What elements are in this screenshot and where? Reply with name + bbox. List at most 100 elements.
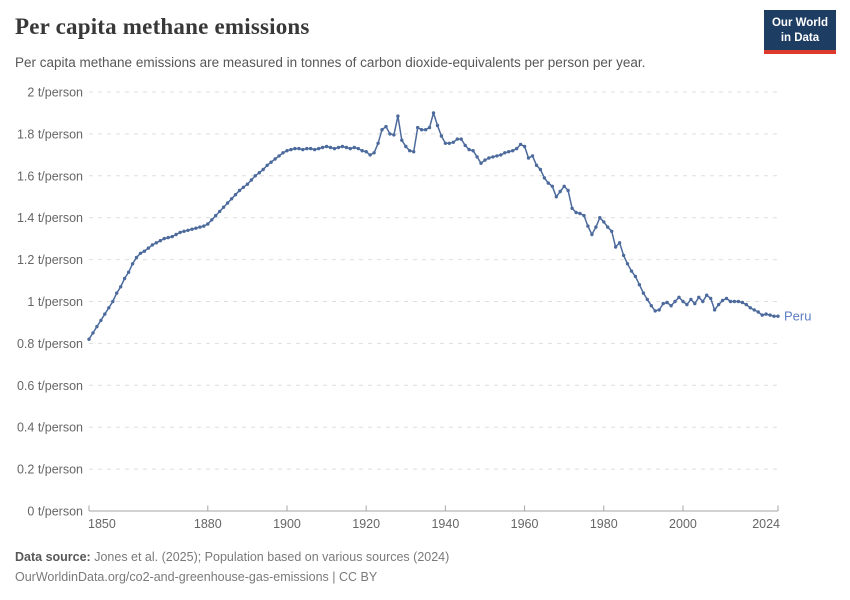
y-tick-label: 1.8 t/person xyxy=(17,127,83,141)
y-tick-label: 0.2 t/person xyxy=(17,463,83,477)
x-tick-label: 1900 xyxy=(273,517,301,531)
owid-logo-line2: in Data xyxy=(780,31,820,44)
data-point xyxy=(245,182,250,186)
chart-svg: 0 t/person 0.2 t/person 0.4 t/person 0.6 t/… xyxy=(17,86,811,532)
data-point xyxy=(289,147,293,152)
data-point xyxy=(384,124,388,129)
data-point xyxy=(685,302,689,307)
data-point xyxy=(574,210,578,215)
y-tick-label: 2 t/person xyxy=(27,86,83,100)
data-point xyxy=(467,147,471,152)
data-point xyxy=(221,205,226,209)
data-point xyxy=(162,236,166,241)
x-tick-label: 2024 xyxy=(752,517,780,531)
data-point xyxy=(130,262,135,266)
data-point xyxy=(621,253,626,258)
data-point xyxy=(550,184,554,188)
data-point xyxy=(728,299,733,304)
series-end-label: Peru xyxy=(784,309,811,324)
data-source-line: Data source: Jones et al. (2025); Popula… xyxy=(15,547,449,567)
data-point xyxy=(328,145,333,150)
data-point xyxy=(705,293,709,297)
y-tick-label: 0.4 t/person xyxy=(17,421,83,435)
data-point xyxy=(233,193,238,197)
data-point xyxy=(756,310,760,314)
data-point xyxy=(277,154,281,158)
data-point xyxy=(313,147,317,152)
data-point xyxy=(625,262,630,266)
data-point xyxy=(641,291,646,295)
data-point xyxy=(376,141,380,145)
data-point xyxy=(186,228,190,232)
data-point xyxy=(633,274,638,279)
data-point xyxy=(566,188,570,193)
data-point xyxy=(657,308,661,312)
data-point xyxy=(736,299,741,304)
data-point xyxy=(752,308,756,312)
data-point xyxy=(554,195,558,199)
data-point xyxy=(673,299,677,304)
data-point xyxy=(689,297,693,302)
data-point xyxy=(522,144,527,149)
data-point xyxy=(661,301,665,306)
data-point xyxy=(443,141,448,145)
data-point xyxy=(170,234,174,239)
data-point xyxy=(249,178,254,182)
x-tick-label: 1960 xyxy=(511,517,539,531)
data-point xyxy=(764,312,768,316)
data-point xyxy=(356,146,360,151)
y-tick-label: 0.6 t/person xyxy=(17,379,83,393)
data-point xyxy=(111,299,115,304)
owid-logo[interactable]: Our World in Data xyxy=(763,10,836,54)
data-point xyxy=(372,151,376,155)
x-tick-label: 1920 xyxy=(352,517,380,531)
data-point xyxy=(511,149,515,153)
x-tick-label: 1850 xyxy=(88,517,116,531)
data-point xyxy=(772,314,776,318)
data-point xyxy=(594,225,598,229)
data-point xyxy=(336,145,341,150)
data-point xyxy=(285,149,289,153)
data-point xyxy=(653,309,657,313)
y-tick-label: 1 t/person xyxy=(27,295,83,309)
data-point xyxy=(455,137,459,141)
data-point xyxy=(665,300,669,305)
data-point xyxy=(388,132,392,136)
data-point xyxy=(491,155,495,159)
data-point xyxy=(364,150,368,154)
data-point xyxy=(352,145,356,150)
x-tick-label: 1880 xyxy=(194,517,222,531)
y-tick-label: 0.8 t/person xyxy=(17,337,83,351)
data-point xyxy=(273,157,277,161)
data-point xyxy=(697,295,701,299)
data-point xyxy=(412,150,416,154)
data-point xyxy=(590,232,594,237)
data-point xyxy=(400,138,404,142)
data-point xyxy=(487,156,491,160)
data-point xyxy=(174,232,178,237)
x-tick-label: 2000 xyxy=(669,517,697,531)
data-point xyxy=(305,146,309,151)
data-point xyxy=(526,156,531,160)
data-point xyxy=(225,201,230,205)
data-point xyxy=(103,312,107,316)
chart-footer: Data source: Jones et al. (2025); Popula… xyxy=(15,547,449,587)
data-point xyxy=(107,306,111,310)
data-point xyxy=(237,188,242,193)
data-point xyxy=(320,145,325,150)
data-point xyxy=(348,146,352,151)
data-point xyxy=(396,114,400,118)
data-point xyxy=(309,146,313,151)
data-point xyxy=(768,313,772,317)
data-point xyxy=(241,185,246,189)
data-point xyxy=(669,304,673,308)
data-point xyxy=(558,189,562,194)
data-point xyxy=(360,149,364,153)
data-point xyxy=(122,276,127,281)
license-line: OurWorldinData.org/co2-and-greenhouse-ga… xyxy=(15,570,378,584)
data-point xyxy=(380,128,384,132)
data-point xyxy=(229,197,234,201)
data-point xyxy=(499,153,503,157)
page-title: Per capita methane emissions xyxy=(15,14,310,39)
